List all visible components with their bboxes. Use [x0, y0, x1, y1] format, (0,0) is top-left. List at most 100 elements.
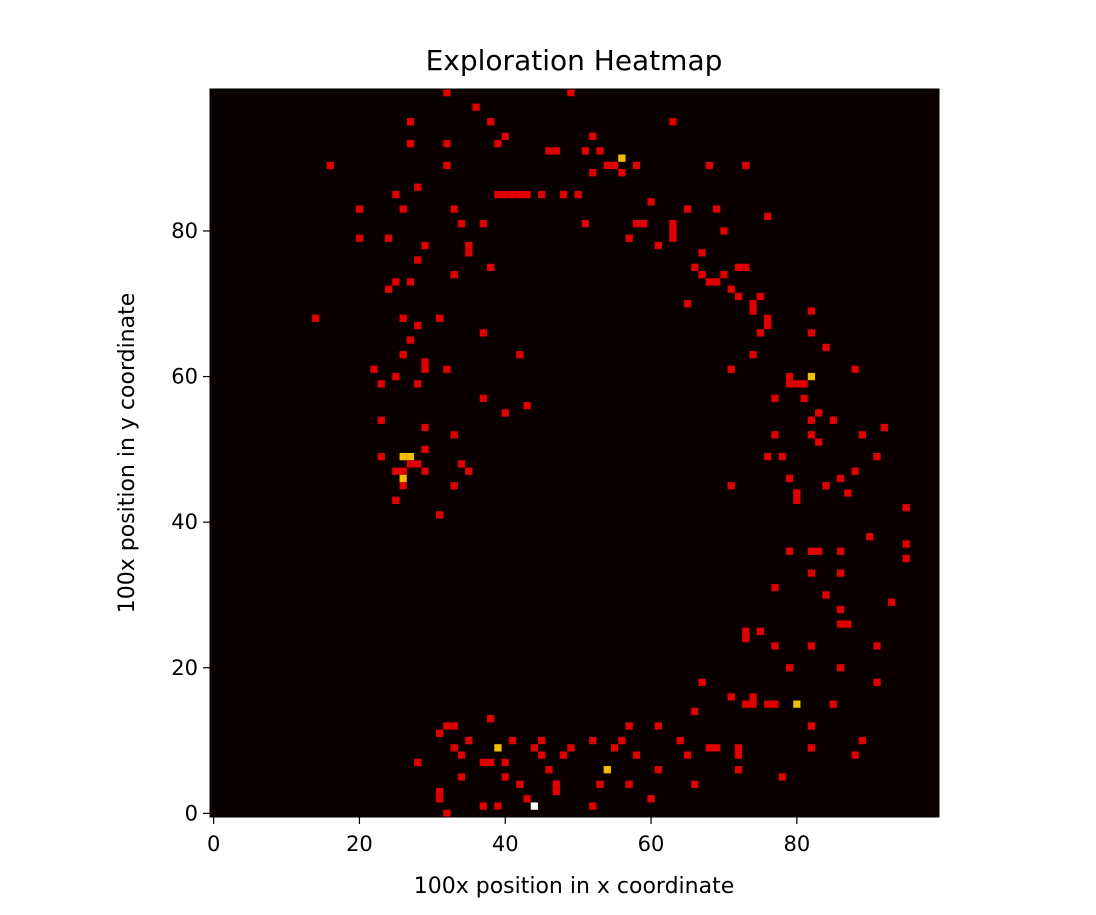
heatmap-cell [443, 139, 451, 148]
heatmap-cell [414, 183, 422, 191]
heatmap-cell [508, 736, 517, 745]
heatmap-cell [443, 365, 451, 373]
heatmap-cell [873, 453, 881, 461]
heatmap-cell [552, 787, 560, 796]
heatmap-cell [574, 190, 582, 199]
heatmap-cell [538, 190, 546, 199]
heatmap-cell [836, 547, 845, 555]
heatmap-cell [647, 198, 655, 206]
heatmap-cell [414, 256, 422, 264]
heatmap-cell [764, 212, 772, 221]
heatmap-cell [559, 190, 568, 199]
heatmap-cells [312, 89, 910, 817]
heatmap-cell [567, 89, 575, 97]
heatmap-cell [851, 467, 859, 475]
heatmap-cell [734, 292, 743, 301]
heatmap-cell [392, 496, 400, 504]
heatmap-cell [771, 431, 779, 439]
heatmap-cell [414, 380, 422, 388]
heatmap-cell [610, 161, 619, 170]
heatmap-cell [494, 802, 502, 810]
heatmap-cell [705, 278, 714, 286]
heatmap-cell [399, 351, 407, 359]
heatmap-cell [902, 554, 910, 563]
heatmap-cell [851, 365, 859, 373]
heatmap-cell [705, 744, 714, 752]
heatmap-cell [764, 314, 772, 322]
heatmap-cell [589, 736, 597, 745]
heatmap-cell [530, 802, 539, 810]
heatmap-cell [494, 190, 502, 199]
heatmap-cell [516, 190, 524, 199]
y-axis: 0 20 40 60 80 [171, 219, 210, 825]
x-axis: 0 20 40 60 80 [207, 817, 810, 856]
heatmap-cell [749, 693, 757, 701]
heatmap-cell [764, 453, 772, 461]
heatmap-cell [858, 736, 867, 745]
heatmap-cell [414, 758, 422, 767]
heatmap-cell [807, 569, 816, 577]
heatmap-cell [479, 802, 488, 810]
heatmap-cell [399, 314, 407, 322]
heatmap-cell [479, 758, 488, 767]
heatmap-cell [778, 453, 786, 461]
heatmap-cell [654, 766, 662, 774]
heatmap-cell [530, 744, 539, 752]
heatmap-cell [610, 744, 619, 752]
heatmap-cell [589, 169, 597, 177]
heatmap-cell [538, 751, 546, 759]
heatmap-cell [479, 220, 488, 228]
heatmap-cell [508, 190, 517, 199]
heatmap-cell [785, 372, 794, 381]
heatmap-cell [640, 220, 648, 228]
heatmap-cell [516, 780, 524, 788]
heatmap-cell [406, 118, 415, 126]
heatmap-cell [800, 394, 808, 403]
heatmap-cell [873, 642, 881, 650]
plot-frame [209, 88, 940, 818]
heatmap-cell [472, 103, 480, 111]
heatmap-cell [487, 118, 495, 126]
y-tick-label: 40 [171, 510, 198, 534]
heatmap-cell [479, 394, 488, 403]
heatmap-cell [829, 416, 837, 424]
heatmap-cell [516, 351, 524, 359]
heatmap-cell [844, 489, 852, 497]
heatmap-cell [807, 416, 816, 424]
heatmap-cell [435, 729, 444, 737]
heatmap-cell [443, 89, 451, 97]
heatmap-cell [742, 161, 750, 170]
heatmap-cell [654, 241, 662, 250]
heatmap-cell [625, 780, 633, 788]
heatmap-cell [421, 365, 429, 373]
heatmap-cell [822, 343, 830, 352]
heatmap-cell [807, 744, 816, 752]
heatmap-cell [443, 722, 451, 730]
heatmap-cell [406, 453, 415, 461]
heatmap-cell [421, 423, 429, 432]
heatmap-cell [669, 234, 677, 242]
heatmap-cell [392, 467, 400, 475]
heatmap-cell [589, 132, 597, 140]
heatmap-cell [414, 321, 422, 330]
heatmap-cell [815, 547, 823, 555]
heatmap-cell [450, 482, 458, 490]
heatmap-cell [377, 380, 385, 388]
heatmap-cell [691, 707, 699, 716]
heatmap-cell [406, 278, 415, 286]
heatmap-cell [807, 642, 816, 650]
heatmap-cell [384, 285, 393, 293]
heatmap-cell [501, 773, 509, 781]
heatmap-cell [734, 744, 743, 752]
x-axis-label: 100x position in x coordinate [414, 874, 735, 899]
heatmap-cell [734, 766, 743, 774]
heatmap-cell [392, 190, 400, 199]
heatmap-cell [523, 402, 531, 410]
heatmap-cell [450, 271, 458, 279]
heatmap-cell [435, 787, 444, 796]
heatmap-cell [450, 431, 458, 439]
heatmap-cell [815, 438, 823, 446]
heatmap-cell [807, 431, 816, 439]
heatmap-cell [807, 372, 816, 381]
